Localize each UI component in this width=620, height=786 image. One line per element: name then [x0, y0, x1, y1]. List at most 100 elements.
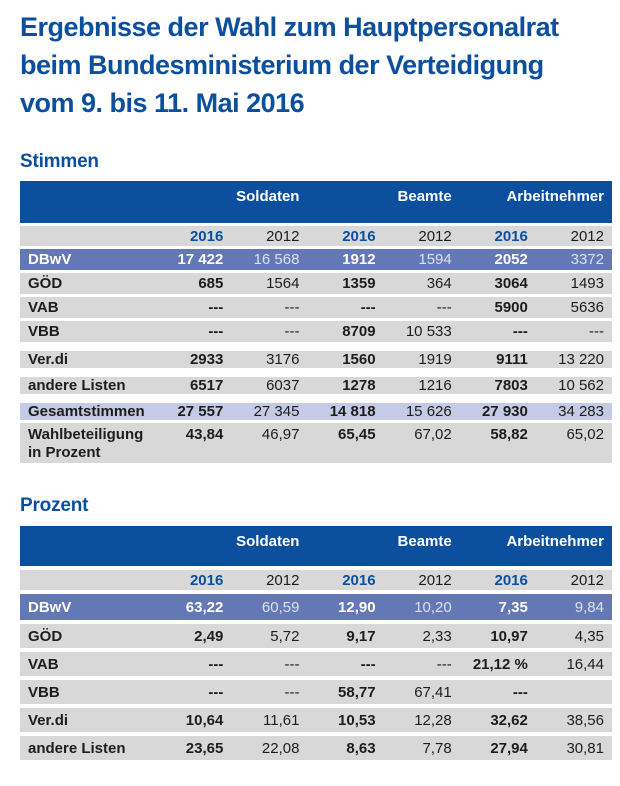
value-cell: 67,41 [383, 680, 460, 704]
value-cell: --- [231, 680, 308, 704]
page-title: Ergebnisse der Wahl zum Hauptpersonalrat… [20, 8, 612, 122]
value-cell: --- [155, 297, 232, 318]
year-cell: 2016 [307, 570, 384, 590]
value-cell: --- [231, 652, 308, 676]
value-cell: 8709 [307, 321, 384, 342]
value-cell: 23,65 [155, 736, 232, 760]
value-cell: 1560 [307, 345, 384, 368]
year-cell: 2012 [231, 570, 308, 590]
value-cell: 685 [155, 273, 232, 294]
group-header-row: Soldaten Beamte Arbeitnehmer [20, 181, 612, 223]
value-cell: --- [535, 321, 612, 342]
row-label: Ver.di [20, 345, 156, 368]
value-cell: 2,49 [155, 624, 232, 648]
year-cell: 2012 [535, 226, 612, 246]
row-label: VAB [20, 297, 156, 318]
value-cell: --- [155, 321, 232, 342]
row-label: Gesamtstimmen [20, 397, 156, 420]
percent-section-heading: Prozent [20, 495, 89, 516]
year-cell: 2016 [155, 570, 232, 590]
row-label: Wahlbeteiligung in Prozent [20, 423, 156, 463]
percent-section: Prozent Soldaten Beamte Arbeitnehmer 2016 20… [20, 496, 612, 764]
table-row: DBwV 17 422 16 568 1912 1594 2052 3372 [20, 249, 612, 270]
value-cell: 38,56 [535, 708, 612, 732]
value-cell: 16,44 [535, 652, 612, 676]
value-cell: 6517 [155, 371, 232, 394]
value-cell: 4,35 [535, 624, 612, 648]
row-label: Ver.di [20, 708, 156, 732]
value-cell: 30,81 [535, 736, 612, 760]
value-cell: 67,02 [383, 423, 460, 463]
value-cell: --- [459, 680, 536, 704]
row-label: VAB [20, 652, 156, 676]
value-cell: 3176 [231, 345, 308, 368]
row-label: GÖD [20, 624, 156, 648]
year-header-spacer [20, 570, 156, 590]
value-cell: 10 533 [383, 321, 460, 342]
value-cell: 10,53 [307, 708, 384, 732]
value-cell: 10,20 [383, 594, 460, 620]
value-cell: 63,22 [155, 594, 232, 620]
value-cell: 1594 [383, 249, 460, 270]
table-row: Ver.di 10,64 11,61 10,53 12,28 32,62 38,56 [20, 708, 612, 732]
value-cell: 27 930 [459, 397, 536, 420]
year-cell: 2016 [307, 226, 384, 246]
votes-section-heading: Stimmen [20, 151, 99, 172]
value-cell: 9111 [459, 345, 536, 368]
table-row: DBwV 63,22 60,59 12,90 10,20 7,35 9,84 [20, 594, 612, 620]
value-cell: 46,97 [231, 423, 308, 463]
value-cell: 11,61 [231, 708, 308, 732]
value-cell: 32,62 [459, 708, 536, 732]
group-header-cell: Beamte [307, 526, 460, 566]
table-row: GÖD 685 1564 1359 364 3064 1493 [20, 273, 612, 294]
value-cell: 58,77 [307, 680, 384, 704]
value-cell: 12,28 [383, 708, 460, 732]
year-header-spacer [20, 226, 156, 246]
votes-table: Soldaten Beamte Arbeitnehmer 2016 2012 2016 20… [20, 178, 612, 466]
year-cell: 2012 [383, 570, 460, 590]
value-cell: --- [155, 680, 232, 704]
value-cell: 27,94 [459, 736, 536, 760]
row-label: andere Listen [20, 736, 156, 760]
value-cell: 1278 [307, 371, 384, 394]
year-header-row: 2016 2012 2016 2012 2016 2012 [20, 570, 612, 590]
year-cell: 2016 [155, 226, 232, 246]
value-cell: 10,64 [155, 708, 232, 732]
value-cell: 7803 [459, 371, 536, 394]
group-header-cell: Arbeitnehmer [459, 526, 612, 566]
row-label: DBwV [20, 594, 156, 620]
value-cell: 13 220 [535, 345, 612, 368]
year-cell: 2012 [383, 226, 460, 246]
row-label: GÖD [20, 273, 156, 294]
row-label: DBwV [20, 249, 156, 270]
value-cell: 7,78 [383, 736, 460, 760]
year-cell: 2016 [459, 570, 536, 590]
row-label: andere Listen [20, 371, 156, 394]
value-cell: --- [231, 321, 308, 342]
table-row: VAB --- --- --- --- 5900 5636 [20, 297, 612, 318]
value-cell: 65,45 [307, 423, 384, 463]
group-header-cell: Soldaten [155, 181, 308, 223]
value-cell: 22,08 [231, 736, 308, 760]
table-row: Ver.di 2933 3176 1560 1919 9111 13 220 [20, 345, 612, 368]
table-row: VAB --- --- --- --- 21,12 % 16,44 [20, 652, 612, 676]
value-cell [535, 680, 612, 704]
value-cell: 21,12 % [459, 652, 536, 676]
value-cell: 1359 [307, 273, 384, 294]
value-cell: 5,72 [231, 624, 308, 648]
group-header-spacer [20, 181, 156, 223]
value-cell: 2,33 [383, 624, 460, 648]
value-cell: --- [459, 321, 536, 342]
value-cell: 364 [383, 273, 460, 294]
value-cell: 3372 [535, 249, 612, 270]
value-cell: --- [231, 297, 308, 318]
year-header-row: 2016 2012 2016 2012 2016 2012 [20, 226, 612, 246]
value-cell: 27 345 [231, 397, 308, 420]
group-header-cell: Soldaten [155, 526, 308, 566]
value-cell: --- [383, 297, 460, 318]
year-cell: 2012 [231, 226, 308, 246]
value-cell: 14 818 [307, 397, 384, 420]
value-cell: 3064 [459, 273, 536, 294]
value-cell: 2052 [459, 249, 536, 270]
value-cell: 6037 [231, 371, 308, 394]
